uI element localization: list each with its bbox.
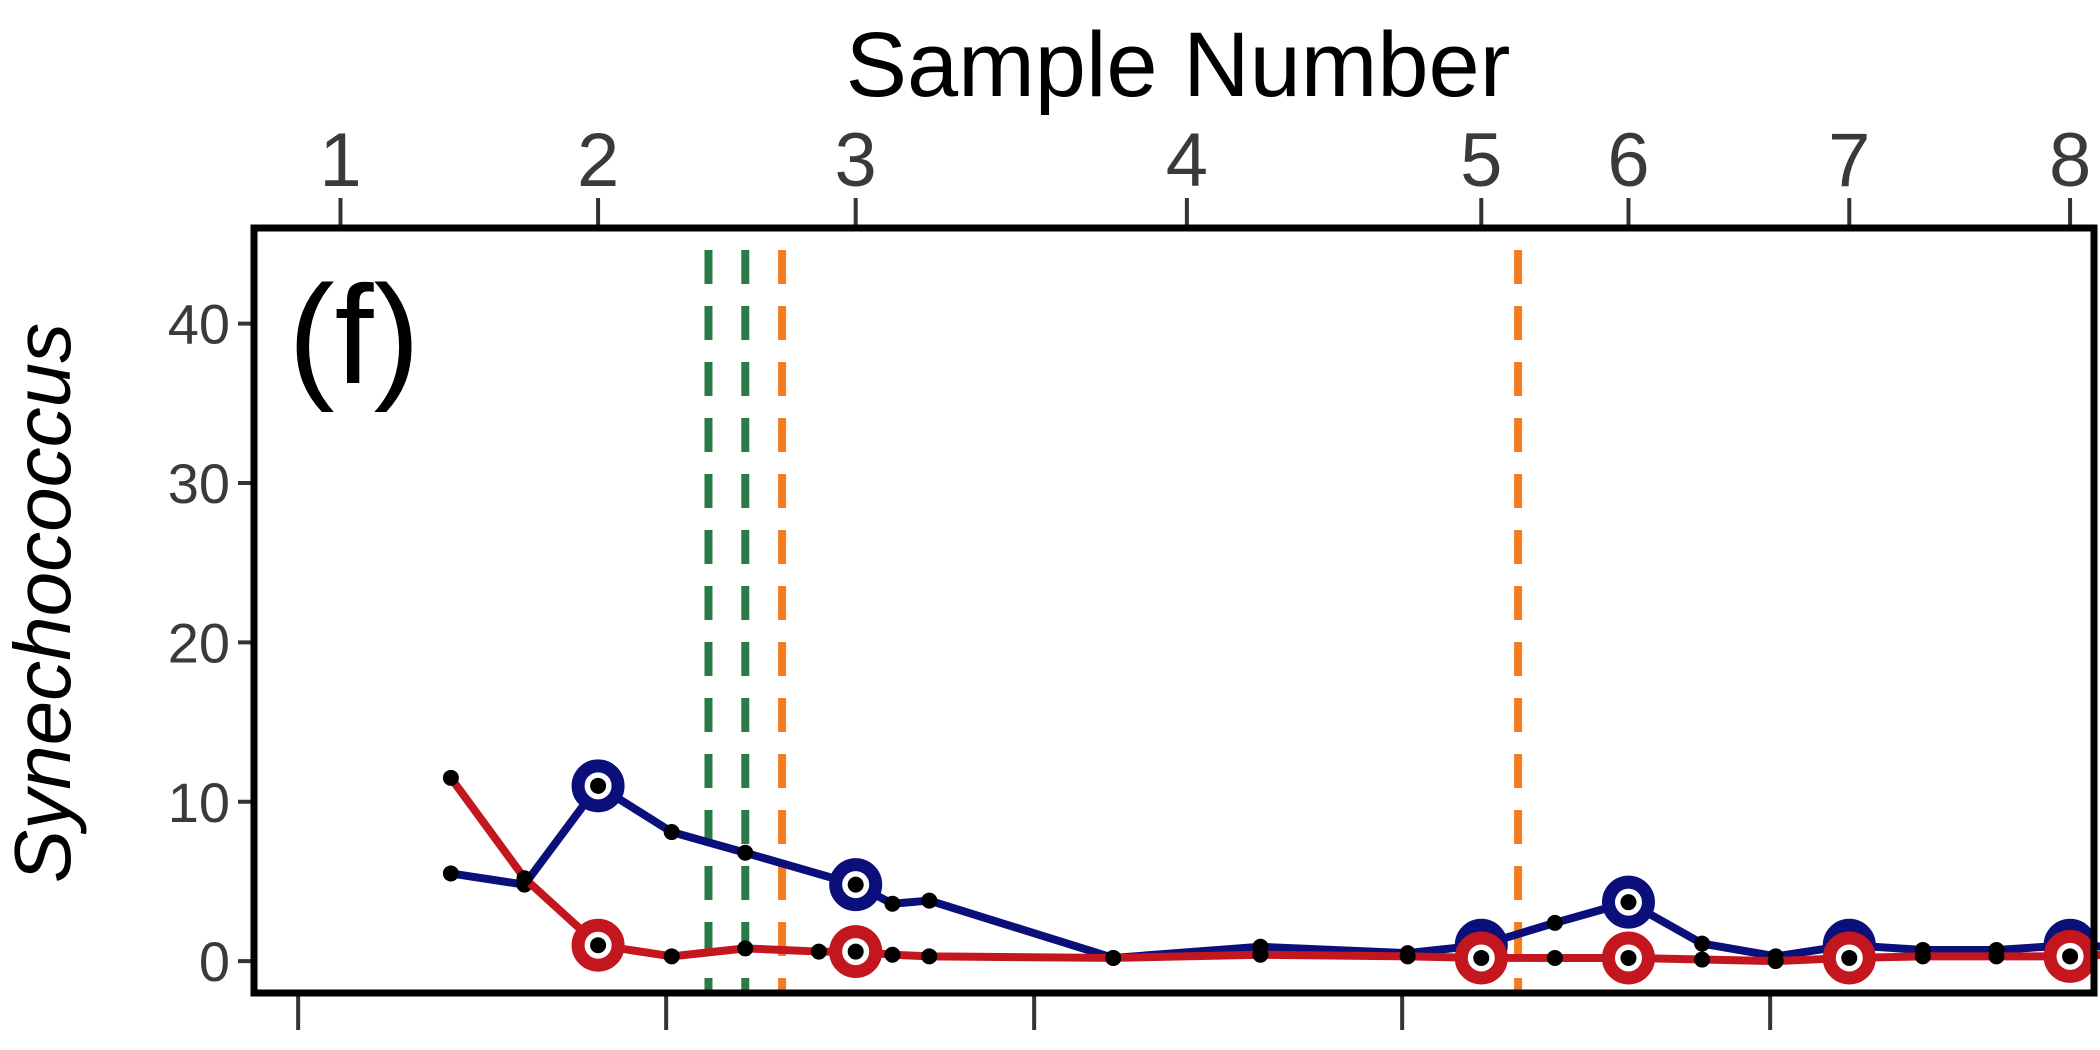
top-tick-label: 1 [319,118,361,203]
data-point [921,892,938,909]
top-tick-label: 7 [1828,118,1870,203]
data-point [2062,948,2079,965]
data-point [1914,948,1931,965]
panel-label: (f) [288,256,420,413]
vertical-markers [704,250,1523,993]
data-point [1546,914,1563,931]
top-tick-label: 8 [2049,118,2091,203]
top-tick-label: 2 [577,118,619,203]
data-point [442,865,459,882]
top-axis: 1 2 3 4 5 6 7 8 [319,118,2091,228]
top-tick-label: 3 [835,118,877,203]
data-point [1694,935,1711,952]
y-tick-label: 40 [168,293,230,356]
series-line [447,775,2100,966]
left-axis: 0 10 20 30 40 [168,293,254,993]
y-tick-label: 30 [168,452,230,515]
series-1 [442,769,2100,985]
data-point [1767,953,1784,970]
data-point [1841,949,1858,966]
data-point [1988,948,2005,965]
data-point [921,948,938,965]
top-tick-label: 5 [1460,118,1502,203]
data-point [1546,949,1563,966]
top-tick-label: 4 [1166,118,1208,203]
data-point [884,895,901,912]
data-point [516,870,533,887]
data-point [1694,951,1711,968]
y-tick-label: 10 [168,771,230,834]
data-point [1252,946,1269,963]
top-tick-label: 6 [1607,118,1649,203]
data-point [590,937,607,954]
y-tick-label: 0 [199,930,230,993]
data-point [737,844,754,861]
data-point [737,940,754,957]
data-point [847,876,864,893]
y-axis-label: Synechococcus [0,323,87,883]
data-point [442,769,459,786]
series-group [442,759,2100,985]
data-point [1473,949,1490,966]
data-point [1399,948,1416,965]
data-point [1105,949,1122,966]
bottom-axis [296,993,1773,1030]
data-point [663,948,680,965]
y-tick-label: 20 [168,611,230,674]
data-point [1620,949,1637,966]
plot-frame [250,224,2098,997]
data-point [847,943,864,960]
data-point [663,824,680,841]
data-point [884,946,901,963]
data-point [590,777,607,794]
chart-title: Sample Number [846,14,1511,116]
data-point [810,943,827,960]
data-point [1620,894,1637,911]
